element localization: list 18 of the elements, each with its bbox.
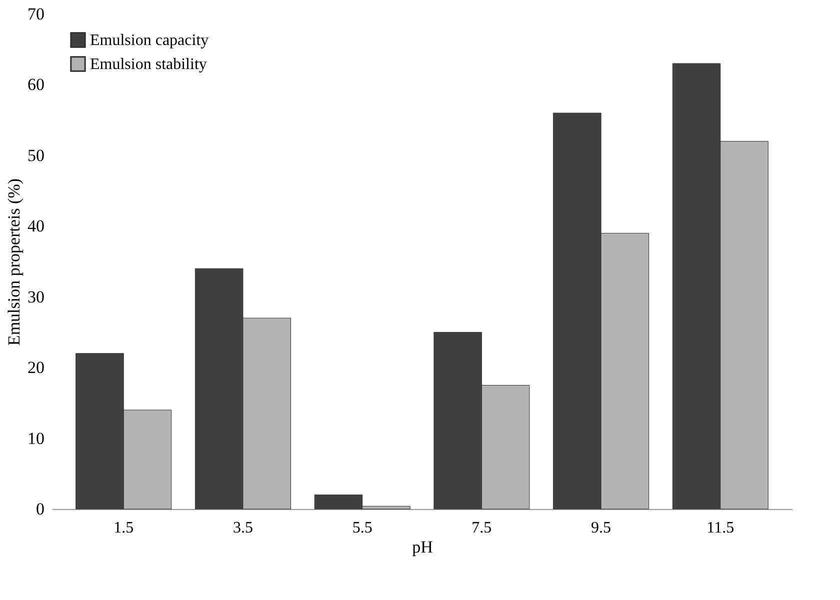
x-tick-label: 7.5: [472, 520, 492, 536]
x-tick-label: 5.5: [352, 520, 372, 536]
y-tick-label: 40: [28, 216, 44, 236]
x-tick-label: 9.5: [591, 520, 612, 536]
y-tick-label: 20: [28, 358, 44, 378]
x-tick-label: 3.5: [232, 520, 253, 536]
y-tick-label: 10: [28, 428, 44, 448]
x-tick-label: 1.5: [114, 520, 134, 536]
y-tick-label: 70: [28, 4, 44, 24]
y-tick-label: 30: [28, 287, 44, 306]
y-tick-label: 60: [28, 75, 44, 94]
y-tick-label: 0: [36, 500, 44, 518]
x-axis-title: pH: [412, 538, 433, 556]
y-axis-title: Emulsion properteis (%): [4, 178, 24, 346]
x-tick-label: 11.5: [706, 520, 734, 536]
legend-label: Emulsion capacity: [90, 32, 209, 49]
legend-label: Emulsion stability: [90, 56, 207, 73]
y-tick-label: 50: [28, 146, 44, 165]
